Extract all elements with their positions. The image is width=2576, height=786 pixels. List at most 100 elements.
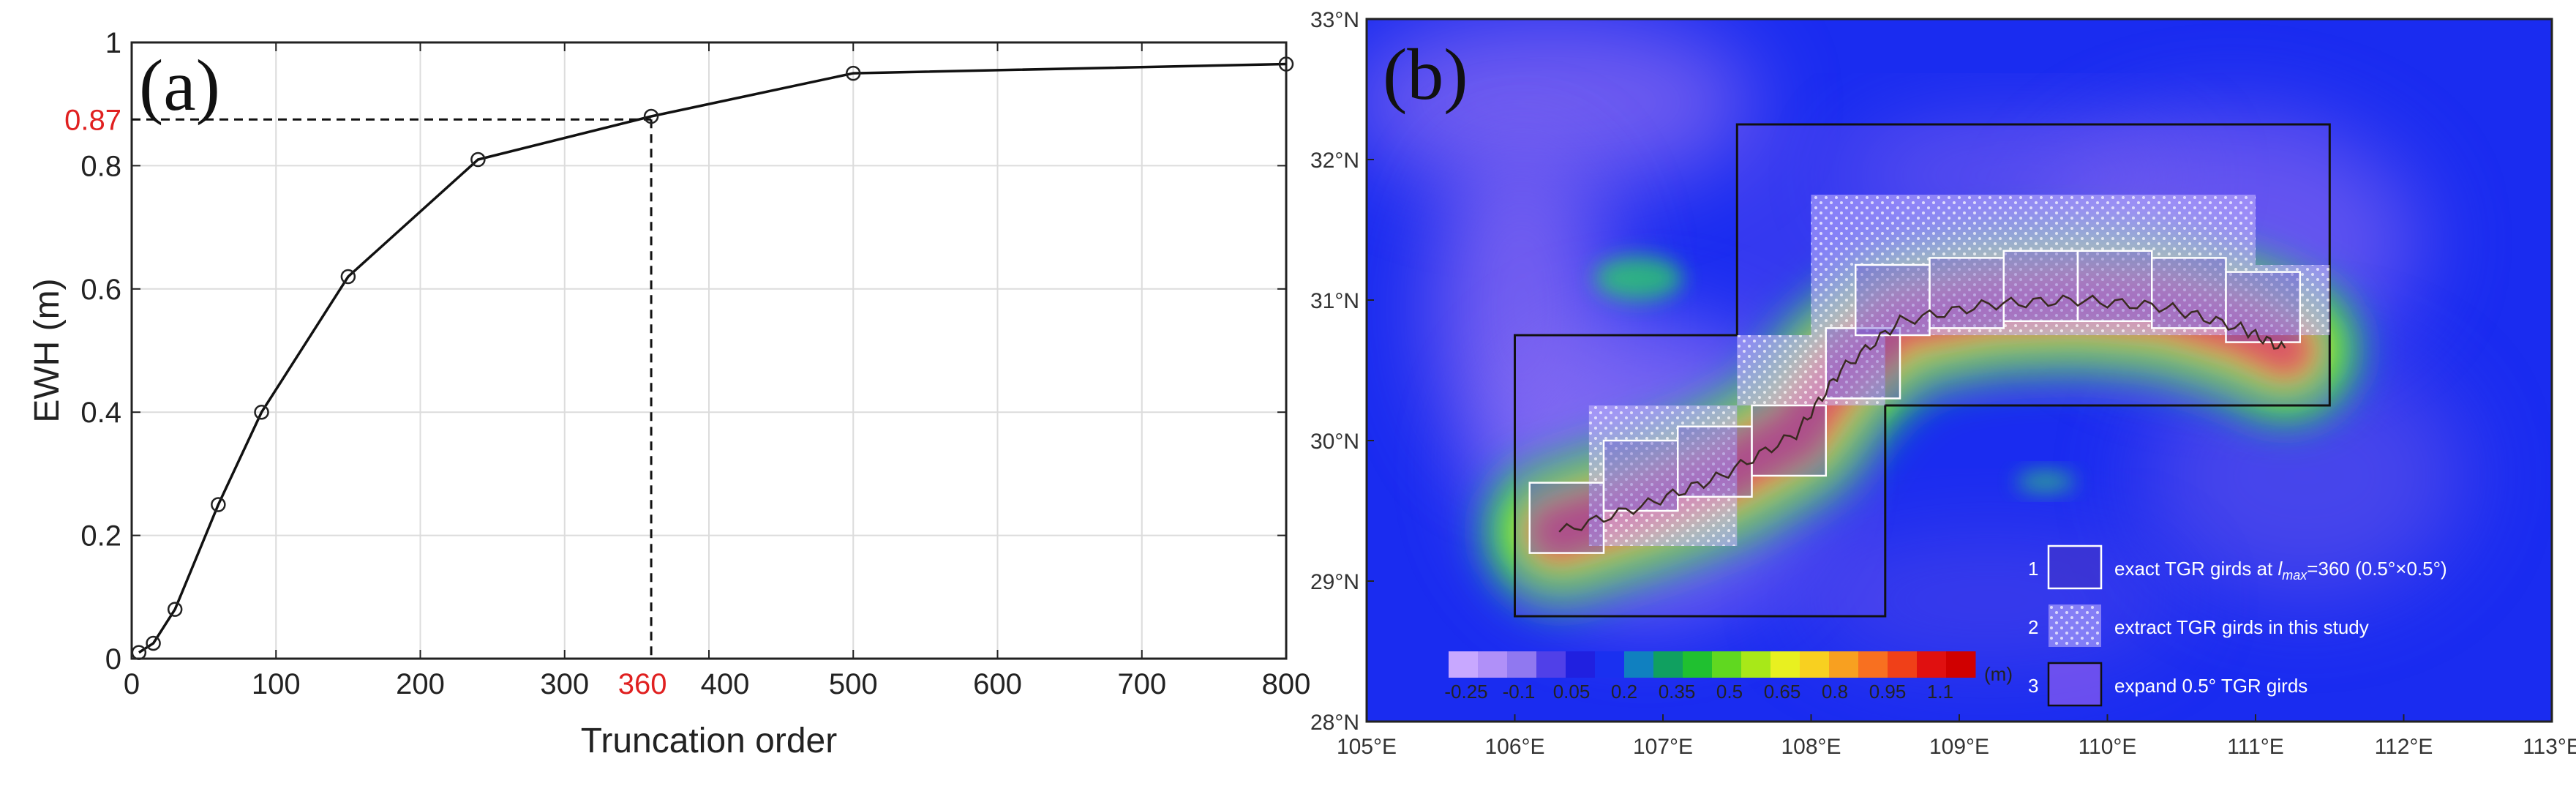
legend-1-lmax-sub: max	[2282, 568, 2307, 583]
legend-2-number: 2	[2028, 616, 2038, 638]
x-tick-label: 300	[540, 668, 589, 700]
x-tick-label: 100	[252, 668, 301, 700]
colorbar-swatch	[1800, 651, 1830, 678]
x-tick-label: 600	[973, 668, 1022, 700]
y-axis-label-a: EWH (m)	[28, 278, 67, 422]
panel-b-label: (b)	[1383, 34, 1468, 115]
x-tick-label: 200	[396, 668, 445, 700]
lat-tick-label: 28°N	[1310, 711, 1359, 735]
colorbar-swatch	[1566, 651, 1596, 678]
map-axis-ticks: 105°E 106°E 107°E 108°E 109°E 110°E 111°E 112°E…	[1310, 8, 2576, 759]
y-tick-label: 0.8	[80, 150, 121, 182]
colorbar-swatch	[1507, 651, 1537, 678]
colorbar-swatch	[1653, 651, 1683, 678]
lat-tick-label: 33°N	[1310, 8, 1359, 32]
legend-1-swatch	[2047, 544, 2103, 590]
panel-a-line-chart: 0.87 360 0 100 200 300 400 500 600 700 800 0 0.2 0.4…	[28, 27, 1310, 760]
legend-3-swatch	[2047, 662, 2103, 707]
ewh-data-point	[146, 635, 161, 651]
legend-2-swatch	[2049, 605, 2101, 647]
y-tick-label: 1	[105, 27, 121, 59]
ticks-a: 0 100 200 300 400 500 600 700 800 0 0.2 0.4 0.6 0.8 1	[80, 27, 1310, 700]
ewh-series-line	[138, 62, 1287, 654]
colorbar-swatch	[1946, 651, 1976, 678]
exact-grid-cell	[2151, 257, 2227, 329]
x-tick-label: 800	[1262, 668, 1311, 700]
colorbar-swatch	[1917, 651, 1947, 678]
x-tick-label: 400	[701, 668, 750, 700]
map-legend: 1 exact TGR girds at lmax=360 (0.5°×0.5°…	[2028, 544, 2447, 707]
lat-tick-label: 31°N	[1310, 289, 1359, 313]
legend-1-text: exact TGR girds at lmax=360 (0.5°×0.5°)	[2114, 558, 2447, 583]
ewh-data-point	[340, 269, 356, 285]
exact-grid-cell	[2002, 250, 2079, 323]
colorbar-tick-label: 1.1	[1927, 681, 1953, 703]
colorbar-swatch	[1770, 651, 1800, 678]
lon-tick-label: 111°E	[2227, 735, 2284, 759]
highlight-x-label: 360	[618, 668, 667, 700]
legend-2-text: extract TGR girds in this study	[2114, 616, 2369, 638]
colorbar-tick-label: 0.5	[1716, 681, 1743, 703]
legend-3-number: 3	[2028, 675, 2038, 697]
legend-1-text-pre: exact TGR girds at	[2114, 558, 2278, 580]
colorbar-swatch	[1829, 651, 1859, 678]
ewh-data-point	[643, 108, 659, 124]
ewh-data-point	[1278, 56, 1294, 72]
lon-tick-label: 110°E	[2079, 735, 2137, 759]
y-tick-label: 0.4	[80, 397, 121, 429]
lon-tick-label: 109°E	[1929, 735, 1989, 759]
lat-tick-label: 30°N	[1310, 430, 1359, 454]
lon-tick-label: 112°E	[2375, 735, 2433, 759]
lon-tick-label: 108°E	[1781, 735, 1841, 759]
colorbar-tick-label: 0.65	[1764, 681, 1801, 703]
y-tick-label: 0.6	[80, 274, 121, 306]
colorbar-tick-label: 0.95	[1869, 681, 1907, 703]
x-tick-label: 500	[829, 668, 878, 700]
exact-grid-cell	[2076, 250, 2153, 323]
colorbar-swatch	[1536, 651, 1566, 678]
ewh-data-point	[846, 65, 861, 81]
lon-tick-label: 106°E	[1484, 735, 1544, 759]
colorbar-swatch	[1888, 651, 1918, 678]
x-tick-label: 0	[124, 668, 140, 700]
colorbar-tick-label: -0.25	[1444, 681, 1487, 703]
exact-grid-cell	[1751, 404, 1827, 477]
exact-grid-cell	[1602, 439, 1679, 512]
exact-grid-cell	[2225, 271, 2301, 343]
lon-tick-label: 113°E	[2523, 735, 2576, 759]
lon-tick-label: 107°E	[1633, 735, 1693, 759]
colorbar-swatch	[1449, 651, 1479, 678]
colorbar-tick-label: 0.05	[1553, 681, 1591, 703]
colorbar-swatch	[1478, 651, 1508, 678]
lat-tick-label: 29°N	[1310, 570, 1359, 594]
legend-3-text: expand 0.5° TGR girds	[2114, 675, 2307, 697]
colorbar-tick-label: 0.8	[1822, 681, 1848, 703]
colorbar-tick-label: -0.1	[1503, 681, 1536, 703]
extracted-grid-region	[1588, 195, 2330, 546]
colorbar-swatch	[1595, 651, 1625, 678]
ewh-data-point	[211, 497, 226, 512]
highlight-y-label: 0.87	[64, 104, 121, 136]
lon-tick-label: 105°E	[1337, 735, 1397, 759]
reference-lines: 0.87 360	[64, 104, 666, 700]
panel-b-map: 105°E 106°E 107°E 108°E 109°E 110°E 111°E 112°E…	[1310, 8, 2576, 759]
exact-grid-cell	[1825, 327, 1901, 400]
river-line	[1558, 294, 2286, 533]
legend-1-text-post: =360 (0.5°×0.5°)	[2307, 558, 2447, 580]
colorbar-swatch	[1858, 651, 1888, 678]
legend-1-lmax-l: l	[2278, 558, 2283, 580]
ewh-data-point	[254, 404, 269, 420]
colorbar-unit: (m)	[1984, 663, 2013, 685]
panel-a-label: (a)	[139, 45, 220, 126]
colorbar-swatch	[1712, 651, 1742, 678]
colorbar-swatch	[1624, 651, 1654, 678]
colorbar-swatch	[1683, 651, 1713, 678]
y-tick-label: 0	[105, 643, 121, 675]
grid-a	[132, 42, 1286, 659]
x-tick-label: 700	[1117, 668, 1166, 700]
ewh-data-point	[167, 602, 183, 617]
ewh-data-point	[470, 151, 486, 168]
colorbar-swatch	[1741, 651, 1771, 678]
colorbar-tick-label: 0.2	[1611, 681, 1637, 703]
